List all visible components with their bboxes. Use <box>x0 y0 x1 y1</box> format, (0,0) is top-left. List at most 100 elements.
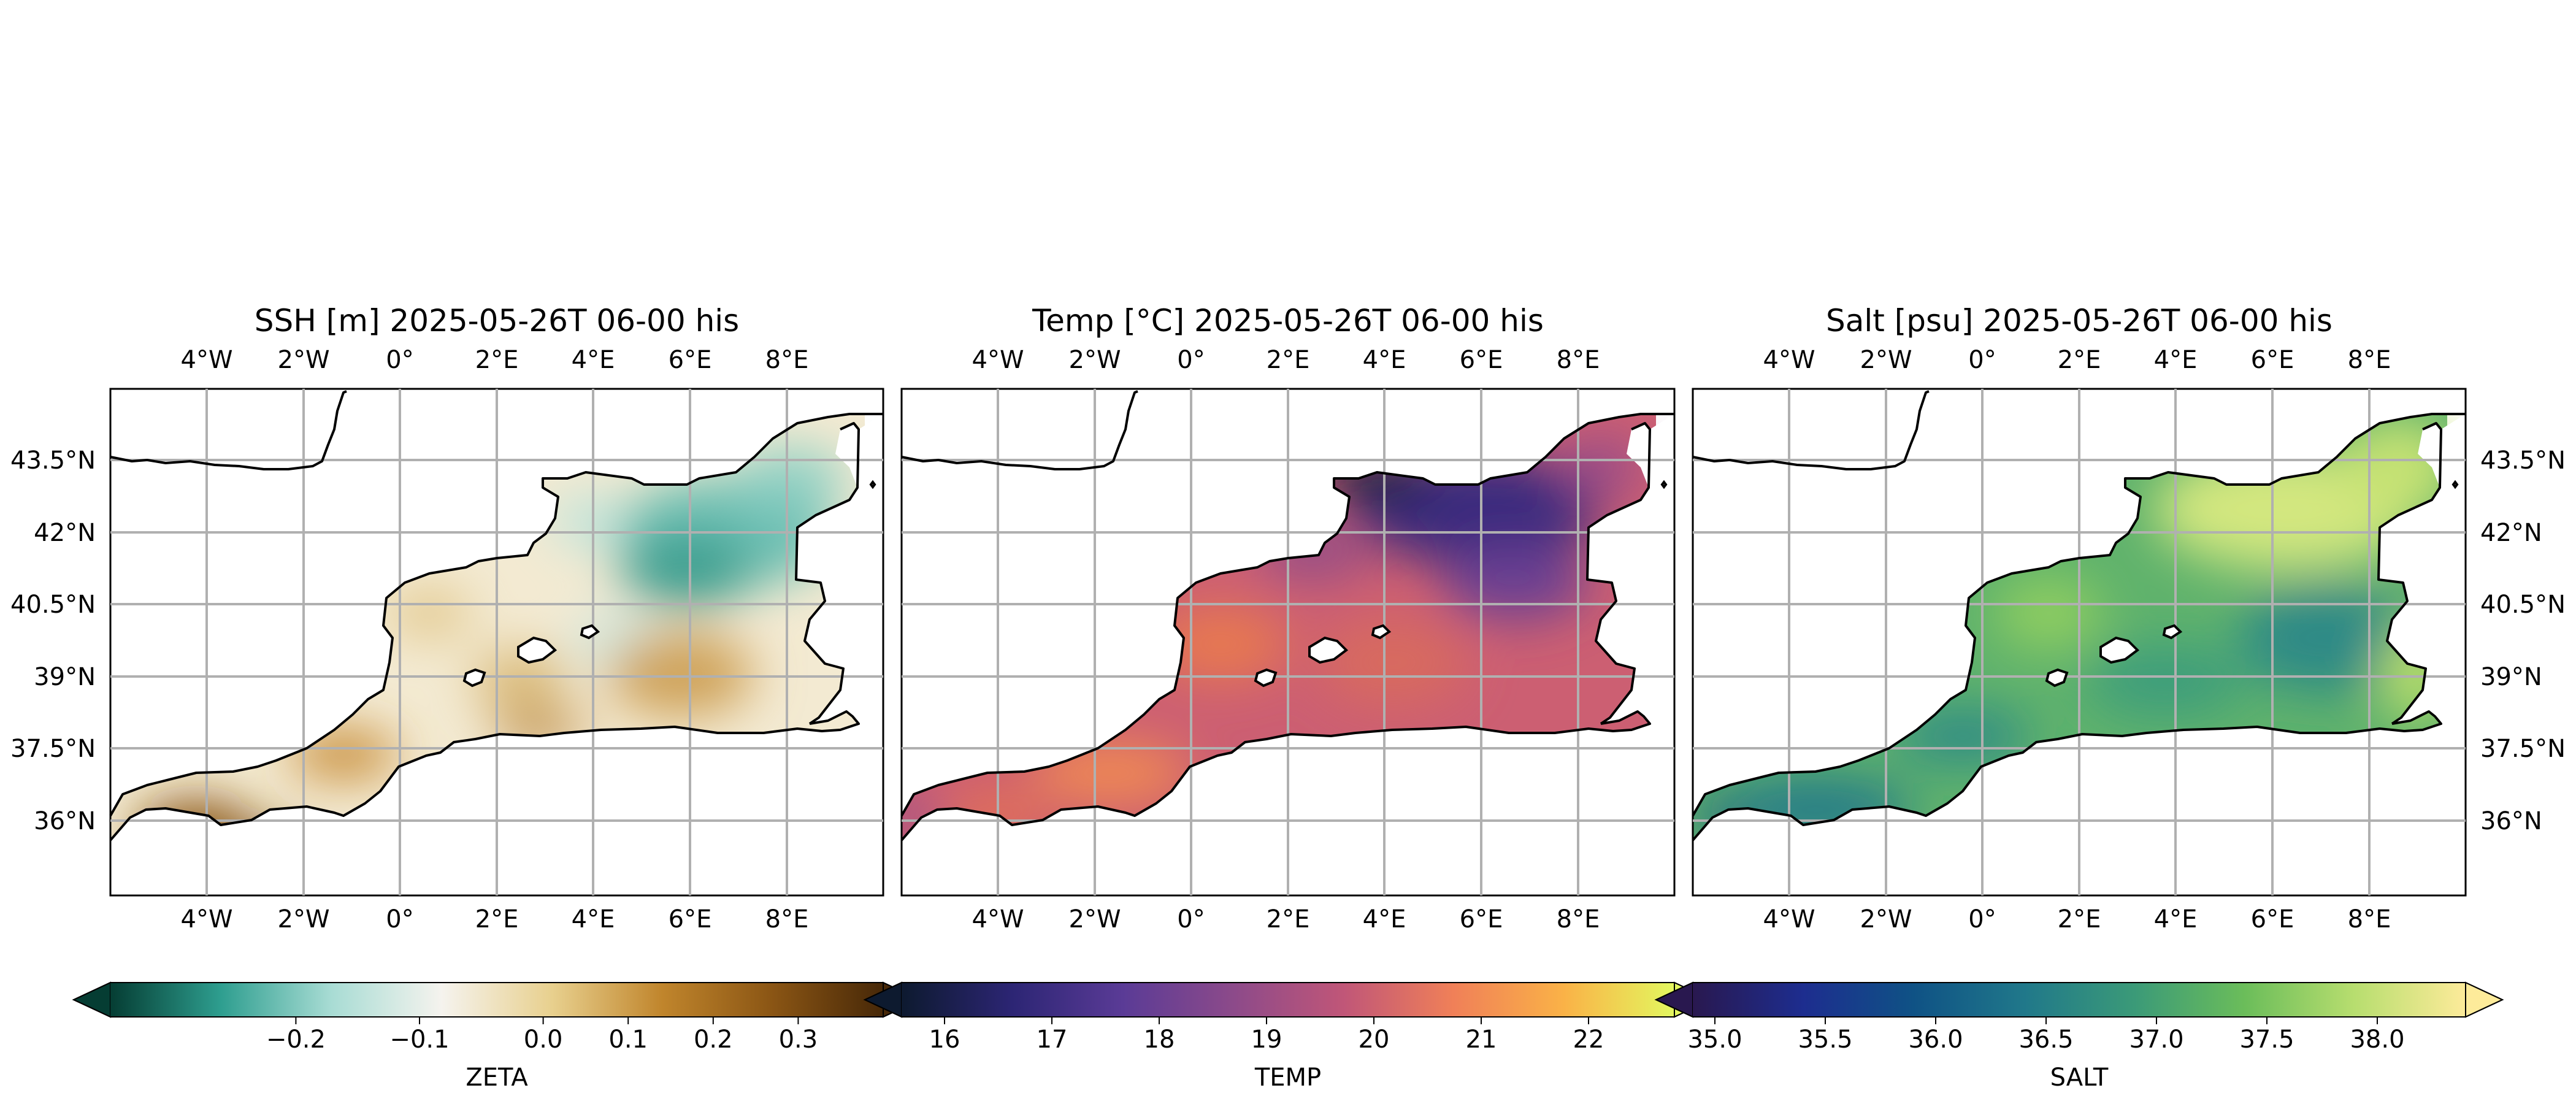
colorbar-tick-label: 0.3 <box>779 1025 818 1054</box>
colorbar-tick-label: −0.1 <box>389 1025 449 1054</box>
x-tick-label-bottom: 4°E <box>1363 905 1406 933</box>
colorbar: 35.0 35.5 36.0 36.5 37.0 37.5 38.0 SALT <box>1654 981 2504 1092</box>
x-tick-label-bottom: 2°W <box>278 905 330 933</box>
coastline-segment <box>900 413 1674 816</box>
coastline-segment <box>1586 422 1651 725</box>
x-tick-label-bottom: 2°E <box>1267 905 1310 933</box>
x-tick-label-bottom: 4°E <box>572 905 615 933</box>
island <box>1308 636 1349 664</box>
x-tick-label-bottom: 2°E <box>475 905 519 933</box>
colorbar-label: ZETA <box>466 1064 528 1092</box>
panel-2-overlay: 4°W 4°W 2°W 2°W 0° 0° 2°E 2°E 4°E 4°E 6°E 6°E 8°E 8°E… <box>1654 346 2566 1092</box>
coastline-segment <box>109 413 883 816</box>
x-tick-label-top: 0° <box>386 346 413 374</box>
island <box>580 624 600 640</box>
colorbar-tick-label: 38.0 <box>2350 1025 2404 1054</box>
colorbar-tick-label: 16 <box>929 1025 960 1054</box>
panel-1-overlay: 4°W 4°W 2°W 2°W 0° 0° 2°E 2°E 4°E 4°E 6°E 6°E 8°E 8°E… <box>863 346 1713 1092</box>
panel-ssh: SSH [m] 2025-05-26T 06-00 his <box>109 303 884 897</box>
x-tick-label-bottom: 4°W <box>972 905 1024 933</box>
x-tick-label-bottom: 0° <box>1968 905 1996 933</box>
x-tick-label-top: 4°W <box>972 346 1024 374</box>
colorbar-label: TEMP <box>1254 1064 1321 1092</box>
x-tick-label-top: 8°E <box>1557 346 1600 374</box>
colorbar: 16 17 18 19 20 21 22 TEMP <box>863 981 1713 1092</box>
x-tick-label-bottom: 0° <box>1177 905 1205 933</box>
temp-field <box>902 414 1656 840</box>
island <box>2451 480 2459 489</box>
x-tick-label-bottom: 8°E <box>765 905 809 933</box>
panel-temp: Temp [°C] 2025-05-26T 06-00 his <box>900 303 1676 897</box>
gridlines <box>1693 389 2466 895</box>
colorbar-tick-label: 19 <box>1251 1025 1282 1054</box>
colorbar-tick-label: 37.0 <box>2129 1025 2183 1054</box>
gridlines <box>110 389 883 895</box>
coastline-segment <box>110 390 347 470</box>
island <box>2045 668 2069 688</box>
y-tick-label: 37.5°N <box>2480 735 2566 763</box>
colorbar-tick-label: 21 <box>1466 1025 1497 1054</box>
colorbar-extend-low <box>72 981 111 1018</box>
colorbar-tick-label: 0.1 <box>608 1025 648 1054</box>
colorbar-ramp <box>110 983 883 1017</box>
x-tick-label-bottom: 2°E <box>2058 905 2101 933</box>
coastline-segment <box>1692 710 2442 841</box>
panel-title: Temp [°C] 2025-05-26T 06-00 his <box>1032 303 1544 339</box>
colorbar: −0.2 −0.1 0.0 0.1 0.2 0.3 ZETA <box>72 981 922 1092</box>
colorbar-ramp <box>902 983 1674 1017</box>
island <box>2162 624 2183 640</box>
x-tick-label-bottom: 6°E <box>1460 905 1503 933</box>
x-tick-label-top: 4°W <box>181 346 233 374</box>
y-tick-label: 42°N <box>34 519 96 547</box>
panel-salt: Salt [psu] 2025-05-26T 06-00 his <box>1692 303 2467 897</box>
colorbar-tick-label: 17 <box>1037 1025 1068 1054</box>
coastline-segment <box>1692 413 2466 816</box>
x-tick-label-bottom: 2°W <box>1069 905 1121 933</box>
coastline <box>1692 390 2466 841</box>
y-tick-label: 39°N <box>2480 663 2542 691</box>
panel-title: SSH [m] 2025-05-26T 06-00 his <box>255 303 739 339</box>
colorbar-outline <box>1654 982 2504 1018</box>
ssh-field <box>110 414 865 840</box>
x-tick-label-top: 6°E <box>669 346 712 374</box>
coastline <box>900 390 1674 841</box>
y-tick-label: 43.5°N <box>10 447 96 475</box>
island <box>2099 636 2140 664</box>
coastline-segment <box>901 390 1138 470</box>
colorbar-extend-high <box>2465 981 2504 1018</box>
x-tick-label-top: 4°E <box>572 346 615 374</box>
x-tick-label-top: 0° <box>1177 346 1205 374</box>
colorbar-tick-label: 22 <box>1573 1025 1604 1054</box>
colorbar-label: SALT <box>2050 1064 2109 1092</box>
colorbar-tick-label: 0.0 <box>524 1025 563 1054</box>
colorbar-ramp <box>1693 983 2466 1017</box>
island <box>517 636 558 664</box>
colorbar-tick-label: 18 <box>1144 1025 1175 1054</box>
colorbar-tick-label: 20 <box>1359 1025 1390 1054</box>
x-tick-label-top: 6°E <box>2251 346 2294 374</box>
coastline-segment <box>900 710 1651 841</box>
colorbar-tick-label: 37.5 <box>2239 1025 2294 1054</box>
colorbar-tick-label: 36.0 <box>1908 1025 1963 1054</box>
gridlines <box>902 389 1674 895</box>
colorbar-tick-label: 35.5 <box>1798 1025 1852 1054</box>
coastline-segment <box>109 710 860 841</box>
coastline-segment <box>795 422 860 725</box>
colorbar-tick-label: 0.2 <box>694 1025 733 1054</box>
coastline-segment <box>1692 390 1930 470</box>
x-tick-label-top: 2°W <box>278 346 330 374</box>
y-tick-label: 36°N <box>34 807 96 835</box>
x-tick-label-top: 4°E <box>1363 346 1406 374</box>
island <box>1660 480 1668 489</box>
x-tick-label-bottom: 4°W <box>1763 905 1815 933</box>
x-tick-label-top: 2°W <box>1069 346 1121 374</box>
x-tick-label-bottom: 4°W <box>181 905 233 933</box>
x-tick-label-bottom: 6°E <box>2251 905 2294 933</box>
salt-field <box>1693 414 2459 840</box>
island <box>462 668 486 688</box>
y-tick-label: 40.5°N <box>10 591 96 619</box>
x-tick-label-bottom: 2°W <box>1860 905 1912 933</box>
island <box>1254 668 1278 688</box>
x-tick-label-top: 0° <box>1968 346 1996 374</box>
